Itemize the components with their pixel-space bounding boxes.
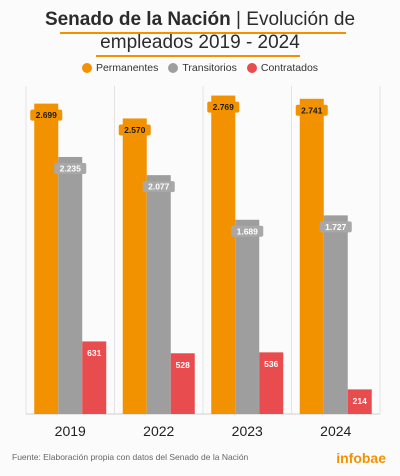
x-tick-label-2024: 2024: [320, 423, 351, 439]
data-label-bg-permanentes-2023: [207, 101, 240, 113]
title-separator: |: [230, 9, 247, 30]
legend-label-permanentes: Permanentes: [95, 62, 159, 74]
data-label-permanentes-2023: 2.769: [213, 102, 235, 112]
bar-transitorios-2019: [58, 156, 83, 414]
bar-permanentes-2022: [122, 118, 147, 414]
data-label-transitorios-2019: 2.235: [60, 163, 82, 173]
data-label-bg-contratados-2019: [83, 347, 105, 359]
data-label-bg-permanentes-2022: [118, 124, 151, 136]
data-label-permanentes-2022: 2.570: [124, 125, 146, 135]
title-rest: Evolución de: [246, 9, 356, 30]
data-label-transitorios-2022: 2.077: [148, 182, 170, 192]
bar-permanentes-2024: [299, 98, 324, 414]
x-tick-label-2022: 2022: [143, 423, 174, 439]
data-label-permanentes-2024: 2.741: [301, 105, 323, 115]
title-line-2: empleados 2019 - 2024: [100, 32, 300, 53]
x-tick-label-2019: 2019: [55, 423, 86, 439]
data-label-transitorios-2023: 1.689: [237, 226, 259, 236]
data-label-bg-transitorios-2024: [319, 221, 352, 233]
data-label-bg-transitorios-2022: [142, 181, 175, 193]
chart-title: Senado de la Nación | Evolución de emple…: [0, 8, 400, 54]
legend-label-transitorios: Transitorios: [182, 62, 237, 74]
legend: Permanentes Transitorios Contratados: [0, 62, 400, 74]
source-note: Fuente: Elaboración propia con datos del…: [12, 452, 249, 462]
data-label-bg-contratados-2024: [349, 395, 371, 407]
legend-item-permanentes: Permanentes: [81, 62, 159, 74]
legend-swatch-transitorios: [168, 63, 179, 73]
data-label-contratados-2022: 528: [176, 360, 190, 370]
data-label-bg-contratados-2022: [172, 359, 194, 371]
legend-item-contratados: Contratados: [246, 62, 319, 74]
x-tick-label-2023: 2023: [232, 423, 263, 439]
bar-permanentes-2019: [34, 103, 59, 415]
bar-transitorios-2023: [235, 219, 260, 414]
data-label-contratados-2023: 536: [264, 359, 278, 369]
data-label-bg-permanentes-2019: [30, 109, 63, 121]
data-label-bg-transitorios-2023: [231, 225, 264, 237]
data-label-permanentes-2019: 2.699: [36, 110, 58, 120]
data-label-bg-transitorios-2019: [54, 162, 87, 174]
title-underline: [60, 32, 346, 34]
title-underline-2: [96, 55, 300, 57]
data-label-contratados-2024: 214: [353, 396, 367, 406]
legend-item-transitorios: Transitorios: [168, 62, 237, 74]
brand-logo: infobae: [336, 450, 386, 466]
bar-permanentes-2023: [211, 95, 236, 414]
legend-swatch-contratados: [246, 63, 257, 73]
legend-label-contratados: Contratados: [260, 62, 319, 74]
data-label-transitorios-2024: 1.727: [325, 222, 347, 232]
data-label-bg-contratados-2023: [260, 358, 282, 370]
bar-transitorios-2024: [323, 215, 348, 414]
data-label-bg-permanentes-2024: [295, 104, 328, 116]
bar-transitorios-2022: [146, 175, 171, 414]
title-bold: Senado de la Nación: [44, 9, 231, 30]
data-label-contratados-2019: 631: [87, 348, 101, 358]
legend-swatch-permanentes: [81, 63, 92, 73]
